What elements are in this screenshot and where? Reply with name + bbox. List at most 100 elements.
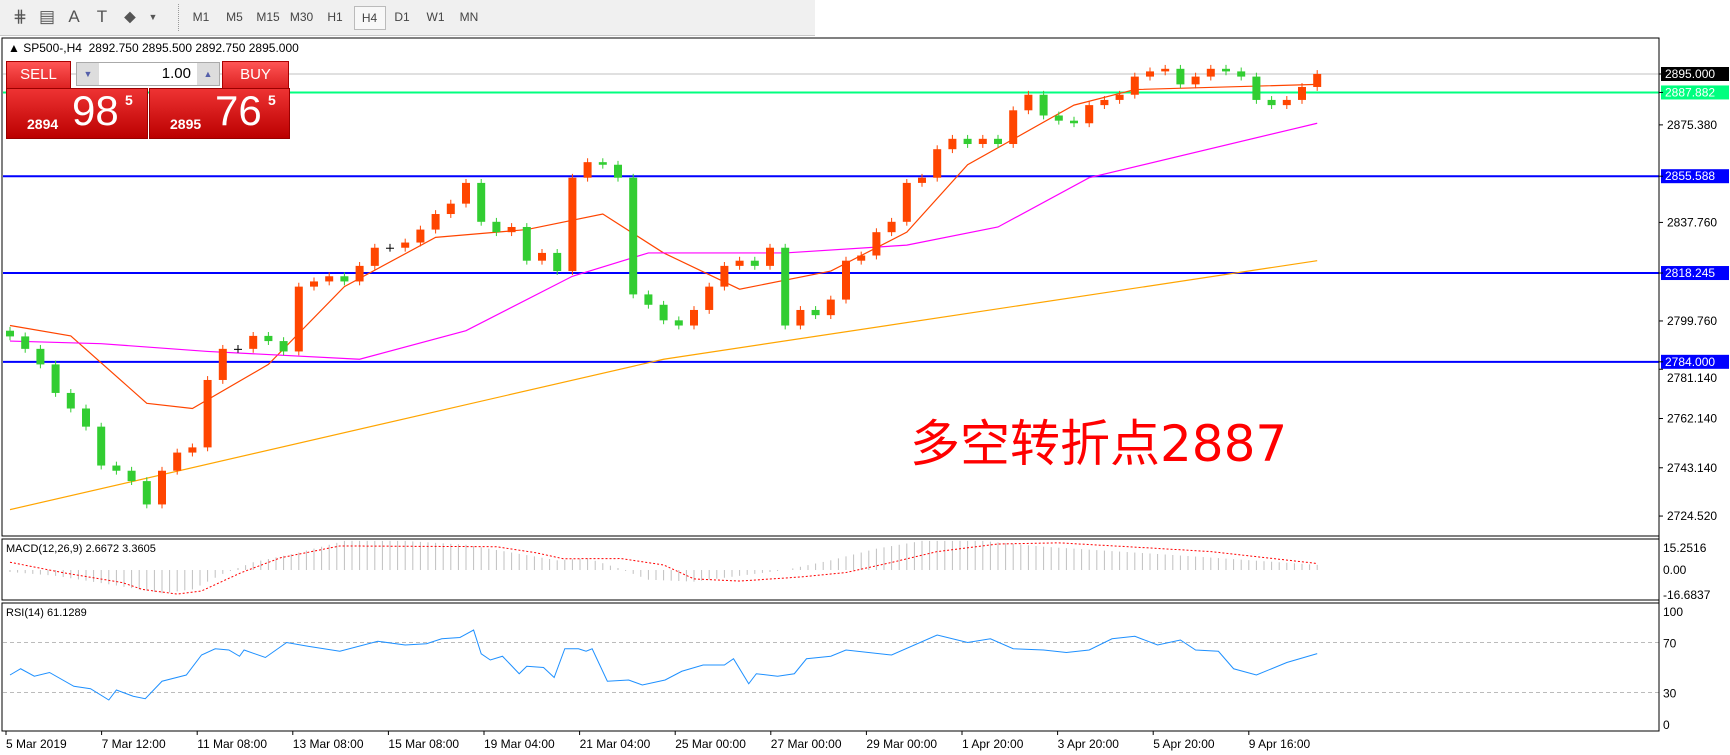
candle bbox=[416, 225, 425, 247]
candle-body bbox=[796, 309, 805, 326]
dropdown-arrow-icon[interactable]: ▼ bbox=[148, 12, 158, 22]
sell-price-prefix: 2894 bbox=[27, 116, 59, 132]
candle-body bbox=[370, 247, 379, 266]
candle bbox=[659, 300, 668, 325]
candle bbox=[902, 179, 911, 226]
macd-signal-line bbox=[9, 542, 1318, 595]
candle bbox=[826, 295, 835, 320]
candle-body bbox=[1115, 94, 1124, 100]
candle bbox=[51, 360, 60, 397]
level-price-label: 2784.000 bbox=[1665, 355, 1715, 369]
candle-body bbox=[583, 162, 592, 178]
decrease-lot-icon[interactable]: ▼ bbox=[77, 63, 99, 85]
sell-price-fraction: 5 bbox=[125, 92, 133, 108]
candle bbox=[1191, 72, 1200, 89]
timeframe-m15[interactable]: M15 bbox=[256, 10, 280, 24]
time-tick-label: 9 Apr 16:00 bbox=[1249, 737, 1311, 751]
candle-body bbox=[933, 149, 942, 178]
moving-average-mid bbox=[9, 122, 1318, 360]
candle bbox=[690, 306, 698, 330]
candle-body bbox=[857, 255, 866, 261]
candle-body bbox=[872, 232, 881, 256]
candle-body bbox=[553, 252, 562, 272]
timeframe-mn[interactable]: MN bbox=[459, 10, 479, 24]
price-tick-label: 2837.760 bbox=[1667, 215, 1717, 229]
candle-body bbox=[355, 265, 364, 282]
candle-body bbox=[705, 286, 714, 310]
timeframe-m1[interactable]: M1 bbox=[192, 10, 210, 24]
candle bbox=[1237, 67, 1246, 81]
level-price-box bbox=[1661, 85, 1729, 100]
candle-body bbox=[6, 330, 14, 337]
buy-price[interactable]: 2895 76 5 bbox=[149, 87, 290, 139]
fibonacci-expansion-icon[interactable]: ⋕ bbox=[12, 7, 28, 26]
text-label-icon[interactable]: T bbox=[96, 7, 108, 26]
candle-body bbox=[112, 465, 121, 471]
candle bbox=[36, 344, 45, 369]
candle-body bbox=[416, 229, 425, 243]
price-tick-label: 2724.520 bbox=[1667, 509, 1717, 523]
candle-body bbox=[279, 341, 288, 352]
level-price-box bbox=[1661, 169, 1729, 184]
timeframe-m30[interactable]: M30 bbox=[289, 10, 314, 24]
candle-body bbox=[462, 182, 470, 204]
macd-tick-label: 0.00 bbox=[1663, 563, 1687, 577]
candle-body bbox=[963, 138, 972, 145]
moving-average-slow bbox=[9, 260, 1318, 511]
candle bbox=[963, 134, 972, 148]
time-tick-label: 5 Apr 20:00 bbox=[1153, 737, 1215, 751]
buy-button[interactable]: BUY bbox=[222, 61, 289, 89]
level-price-label: 2895.000 bbox=[1665, 67, 1715, 81]
candle-body bbox=[51, 364, 60, 393]
timeframe-d1[interactable]: D1 bbox=[394, 10, 410, 24]
buy-price-pips: 76 bbox=[215, 87, 262, 134]
candle bbox=[1146, 67, 1154, 81]
timeframe-h4[interactable]: H4 bbox=[353, 6, 386, 30]
candle-body bbox=[203, 379, 212, 448]
candle-body bbox=[264, 335, 273, 342]
sell-button[interactable]: SELL bbox=[6, 61, 71, 89]
candle-body bbox=[1130, 76, 1139, 95]
level-price-box bbox=[1661, 67, 1729, 81]
candle bbox=[446, 199, 455, 218]
candle bbox=[264, 332, 273, 345]
candle-body bbox=[1191, 76, 1200, 85]
annotation-text: 多空转折点2887 bbox=[910, 415, 1288, 473]
timeframe-h1[interactable]: H1 bbox=[327, 10, 343, 24]
candle-body bbox=[1085, 105, 1094, 124]
candle-body bbox=[142, 481, 151, 505]
candle bbox=[674, 316, 683, 330]
candle-body bbox=[82, 408, 90, 427]
fibonacci-fan-icon[interactable]: ▤ bbox=[38, 7, 56, 26]
collapse-triangle-icon[interactable]: ▲ bbox=[8, 41, 24, 55]
ohlc-readout: 2892.750 2895.500 2892.750 2895.000 bbox=[88, 41, 299, 55]
sell-price[interactable]: 2894 98 5 bbox=[6, 87, 148, 139]
candle-body bbox=[1176, 68, 1185, 85]
level-price-box bbox=[1661, 354, 1729, 369]
candle bbox=[492, 217, 501, 237]
text-icon[interactable]: A bbox=[68, 7, 80, 26]
candle-body bbox=[340, 276, 349, 282]
time-tick-label: 21 Mar 04:00 bbox=[580, 737, 651, 751]
time-tick-label: 1 Apr 20:00 bbox=[962, 737, 1024, 751]
rsi-label: RSI(14) 61.1289 bbox=[6, 607, 87, 619]
timeframe-m5[interactable]: M5 bbox=[226, 10, 243, 24]
increase-lot-icon[interactable]: ▲ bbox=[197, 63, 219, 85]
arrows-icon[interactable]: ⬥ bbox=[124, 7, 136, 26]
candle-body bbox=[294, 286, 303, 352]
time-tick-label: 25 Mar 00:00 bbox=[675, 737, 746, 751]
candle bbox=[766, 243, 774, 270]
timeframe-w1[interactable]: W1 bbox=[426, 10, 445, 24]
level-price-label: 2818.245 bbox=[1665, 266, 1715, 280]
sell-price-pips: 98 bbox=[72, 87, 119, 134]
candle bbox=[386, 243, 394, 252]
candle bbox=[1267, 96, 1276, 110]
candle-body bbox=[781, 247, 790, 326]
candle bbox=[705, 282, 714, 314]
lot-size-input[interactable] bbox=[101, 64, 195, 82]
candle bbox=[735, 256, 744, 270]
candle bbox=[355, 261, 364, 286]
candle bbox=[978, 134, 987, 148]
toolbar-separator[interactable] bbox=[178, 4, 181, 31]
candle bbox=[538, 249, 546, 265]
